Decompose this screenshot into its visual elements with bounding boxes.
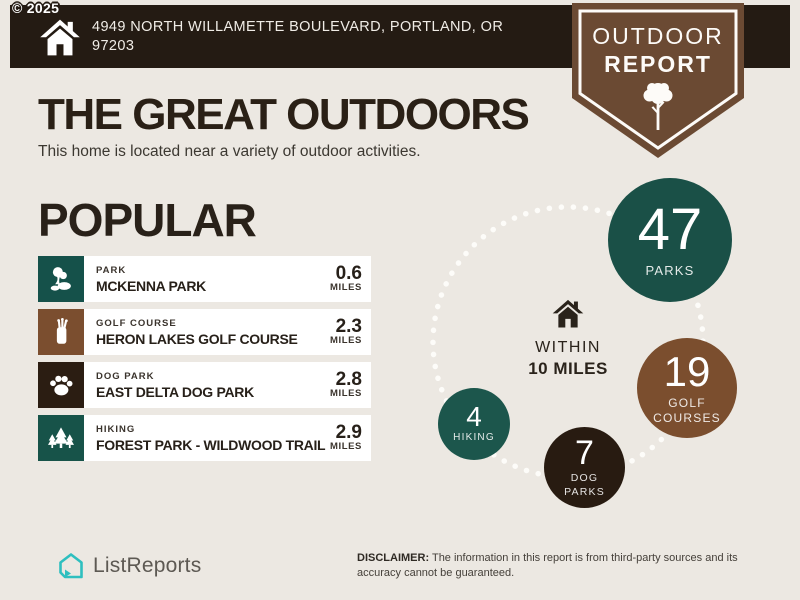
golf-bag-icon	[38, 309, 84, 355]
item-distance: 2.3 MILES	[326, 316, 362, 346]
address-line-1: 4949 NORTH WILLAMETTE BOULEVARD, PORTLAN…	[92, 19, 504, 35]
tree-icon	[643, 83, 673, 130]
hiking-label: HIKING	[453, 432, 495, 444]
parks-label: PARKS	[645, 262, 695, 278]
distance-unit: MILES	[329, 388, 362, 399]
home-icon	[552, 299, 584, 328]
disclaimer-label: DISCLAIMER:	[357, 552, 430, 564]
list-item-dog-park: DOG PARK EAST DELTA DOG PARK 2.8 MILES	[38, 362, 371, 408]
distance-unit: MILES	[329, 335, 362, 346]
badge-title: OUTDOOR REPORT	[572, 23, 744, 78]
outdoor-report-badge: OUTDOOR REPORT	[572, 3, 744, 158]
parks-count: 47	[637, 196, 703, 262]
within-label: WITHIN	[535, 339, 601, 356]
distance-value: 0.6	[335, 263, 362, 284]
listreports-logo: ListReports	[58, 552, 201, 580]
distance-value: 2.9	[335, 422, 362, 443]
item-distance: 2.9 MILES	[326, 422, 362, 452]
page-title: THE GREAT OUTDOORS	[38, 90, 530, 139]
popular-heading: POPULAR	[38, 194, 257, 246]
hiking-count: 4	[466, 401, 482, 433]
distance-value: 2.3	[335, 316, 362, 337]
popular-list: PARK MCKENNA PARK 0.6 MILES	[38, 256, 371, 468]
pine-trees-icon	[38, 415, 84, 461]
park-icon	[38, 256, 84, 302]
badge-line-1: OUTDOOR	[592, 23, 724, 49]
within-radius-marker: WITHIN 10 MILES	[508, 297, 628, 379]
radius-value: 10 MILES	[528, 359, 608, 378]
distance-unit: MILES	[329, 282, 362, 293]
brand-name: ListReports	[93, 554, 202, 577]
item-category: GOLF COURSE	[96, 317, 177, 329]
distance-value: 2.8	[335, 369, 362, 390]
home-icon	[40, 19, 80, 56]
item-name: MCKENNA PARK	[96, 277, 206, 294]
list-item-golf: GOLF COURSE HERON LAKES GOLF COURSE 2.3 …	[38, 309, 371, 355]
list-item-body: DOG PARK EAST DELTA DOG PARK 2.8 MILES	[84, 362, 371, 408]
stat-bubble-dog-parks: 7 DOG PARKS	[544, 427, 625, 508]
stat-bubble-parks: 47 PARKS	[608, 178, 732, 302]
disclaimer-text: The information in this report is from t…	[357, 552, 738, 579]
item-category: HIKING	[96, 423, 136, 435]
golf-label: GOLF COURSES	[653, 395, 721, 425]
dog-parks-count: 7	[575, 434, 594, 473]
stat-bubble-hiking: 4 HIKING	[438, 388, 510, 460]
paw-icon	[38, 362, 84, 408]
badge-line-2: REPORT	[604, 51, 712, 77]
item-category: PARK	[96, 264, 127, 276]
list-item-body: PARK MCKENNA PARK 0.6 MILES	[84, 256, 371, 302]
item-name: HERON LAKES GOLF COURSE	[96, 330, 298, 347]
page-subtitle: This home is located near a variety of o…	[38, 143, 421, 160]
list-item-body: GOLF COURSE HERON LAKES GOLF COURSE 2.3 …	[84, 309, 371, 355]
listreports-house-icon	[59, 553, 83, 579]
item-category: DOG PARK	[96, 370, 155, 382]
dog-parks-label: DOG PARKS	[564, 472, 605, 498]
golf-count: 19	[663, 347, 711, 395]
distance-unit: MILES	[329, 441, 362, 452]
stat-bubble-golf-courses: 19 GOLF COURSES	[637, 338, 737, 438]
item-name: EAST DELTA DOG PARK	[96, 383, 254, 400]
item-name: FOREST PARK - WILDWOOD TRAIL	[96, 436, 326, 453]
list-item-body: HIKING FOREST PARK - WILDWOOD TRAIL 2.9 …	[84, 415, 371, 461]
disclaimer: DISCLAIMER: The information in this repo…	[357, 551, 771, 580]
property-address: 4949 NORTH WILLAMETTE BOULEVARD, PORTLAN…	[92, 18, 503, 56]
copyright-text: © 2025	[12, 0, 60, 16]
address-line-2: 97203	[92, 38, 135, 54]
item-distance: 0.6 MILES	[326, 263, 362, 293]
list-item-hiking: HIKING FOREST PARK - WILDWOOD TRAIL 2.9 …	[38, 415, 371, 461]
list-item-park: PARK MCKENNA PARK 0.6 MILES	[38, 256, 371, 302]
ribbon-shape	[572, 3, 744, 158]
item-distance: 2.8 MILES	[326, 369, 362, 399]
